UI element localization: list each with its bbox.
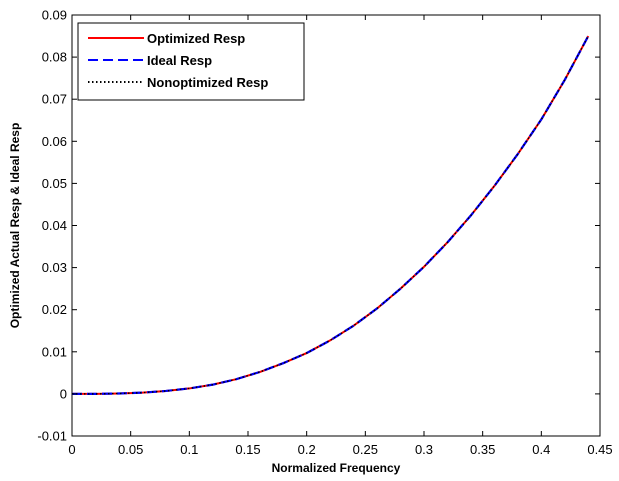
x-tick-label: 0.35 [470, 442, 495, 457]
x-tick-label: 0.15 [235, 442, 260, 457]
y-tick-label: 0.01 [42, 344, 67, 359]
y-axis-label: Optimized Actual Resp & Ideal Resp [8, 123, 22, 329]
y-axis: -0.01 0 0.01 0.02 0.03 0.04 0.05 0.06 0.07 0.08 0.… [37, 8, 600, 444]
x-tick-label: 0.3 [415, 442, 433, 457]
legend: Optimized Resp Ideal Resp Nonoptimized Res… [77, 22, 305, 101]
y-tick-label: -0.01 [37, 429, 67, 444]
y-tick-label: 0.03 [42, 260, 67, 275]
x-tick-label: 0.45 [587, 442, 612, 457]
x-tick-label: 0.2 [298, 442, 316, 457]
legend-label: Nonoptimized Resp [147, 75, 268, 90]
x-tick-label: 0.25 [353, 442, 378, 457]
y-tick-label: 0.09 [42, 8, 67, 23]
y-tick-label: 0.06 [42, 134, 67, 149]
y-tick-label: 0.08 [42, 50, 67, 65]
legend-box [77, 22, 305, 101]
x-axis: 0 0.05 0.1 0.15 0.2 0.25 0.3 0.35 0.4 0.45 [68, 15, 613, 457]
legend-label: Optimized Resp [147, 31, 245, 46]
x-tick-label: 0.05 [118, 442, 143, 457]
x-tick-label: 0.1 [180, 442, 198, 457]
y-tick-label: 0 [60, 386, 67, 401]
y-tick-label: 0.02 [42, 302, 67, 317]
series-line-optimized-resp [72, 35, 590, 395]
y-tick-label: 0.04 [42, 218, 67, 233]
x-tick-label: 0.4 [532, 442, 550, 457]
x-axis-label: Normalized Frequency [272, 461, 401, 475]
y-tick-label: 0.05 [42, 176, 67, 191]
x-tick-label: 0 [68, 442, 75, 457]
series-layer [72, 35, 590, 395]
y-tick-label: 0.07 [42, 92, 67, 107]
legend-label: Ideal Resp [147, 53, 212, 68]
